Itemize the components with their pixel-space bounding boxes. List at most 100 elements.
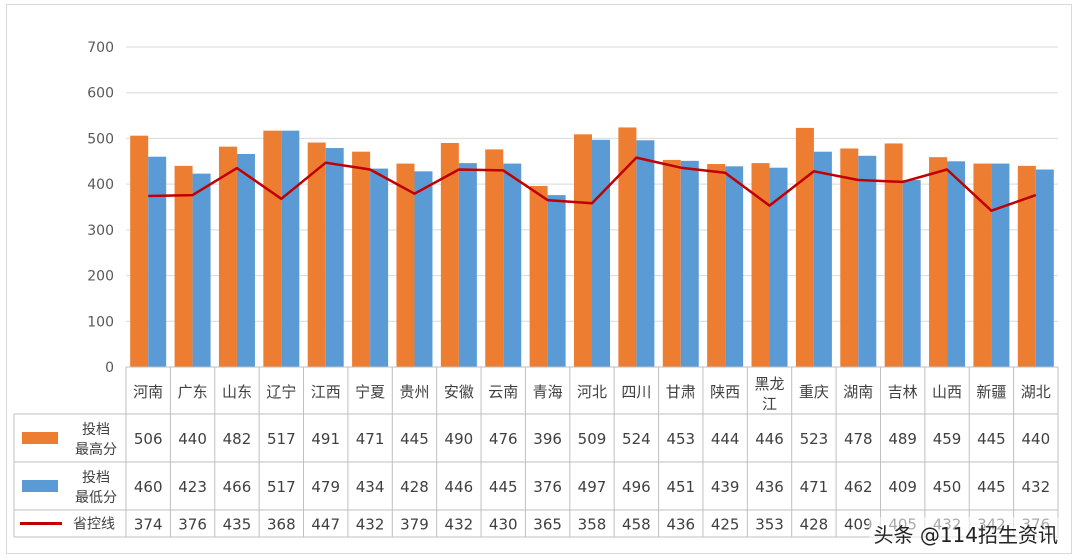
table-cell: 523 [800, 430, 829, 448]
watermark: 头条 @114招生资讯 [869, 517, 1062, 550]
y-tick-label: 200 [87, 269, 114, 285]
table-cell: 466 [223, 478, 252, 496]
bar-max [307, 142, 326, 367]
category-label: 甘肃 [666, 383, 696, 401]
bar-min [547, 195, 566, 367]
bar-min [414, 171, 433, 367]
category-label: 河南 [133, 383, 163, 401]
bar-max [440, 143, 459, 367]
bar-min [1035, 169, 1054, 367]
category-label: 青海 [533, 383, 563, 401]
table-cell: 428 [400, 478, 429, 496]
table-cell: 432 [1021, 478, 1050, 496]
table-cell: 453 [666, 430, 695, 448]
table-cell: 478 [844, 430, 873, 448]
bar-max [707, 164, 726, 367]
category-label: 山西 [932, 383, 962, 401]
bar-max [973, 163, 992, 367]
table-cell: 409 [888, 478, 917, 496]
table-cell: 517 [267, 478, 296, 496]
bar-max [662, 159, 681, 367]
bar-max [485, 149, 504, 367]
table-cell: 445 [977, 430, 1006, 448]
bar-max [263, 130, 282, 367]
legend-label: 省控线 [73, 517, 115, 533]
y-tick-label: 400 [87, 177, 114, 193]
category-label: 山东 [222, 383, 252, 401]
table-cell: 462 [844, 478, 873, 496]
table-cell: 479 [311, 478, 340, 496]
table-cell: 471 [800, 478, 829, 496]
bar-max [574, 134, 592, 367]
table-cell: 434 [356, 478, 385, 496]
table-cell: 436 [755, 478, 784, 496]
y-tick-label: 300 [87, 223, 114, 239]
table-cell: 376 [533, 478, 562, 496]
bar-min [636, 140, 655, 367]
table-cell: 444 [711, 430, 740, 448]
bar-min [769, 167, 788, 367]
bar-min [458, 163, 477, 367]
table-cell: 506 [134, 430, 163, 448]
category-label: 湖北 [1021, 383, 1051, 401]
table-cell: 509 [578, 430, 607, 448]
table-cell: 432 [356, 516, 385, 534]
table-cell: 365 [533, 516, 562, 534]
table-cell: 436 [666, 516, 695, 534]
bar-min [680, 160, 699, 367]
table-cell: 497 [578, 478, 607, 496]
table-cell: 482 [223, 430, 252, 448]
table-cell: 450 [933, 478, 962, 496]
category-label: 四川 [621, 383, 651, 401]
bar-min [192, 173, 211, 367]
bar-max [884, 143, 903, 367]
table-cell: 517 [267, 430, 296, 448]
bar-min [281, 130, 300, 367]
table-cell: 459 [933, 430, 962, 448]
bar-max [396, 163, 415, 367]
bar-max [795, 127, 814, 368]
table-cell: 396 [533, 430, 562, 448]
table-cell: 425 [711, 516, 740, 534]
bar-max [618, 127, 637, 367]
table-cell: 476 [489, 430, 518, 448]
bar-min [325, 148, 344, 367]
legend-label: 投档 [82, 470, 110, 486]
category-label: 江 [762, 395, 777, 413]
category-label: 云南 [488, 383, 518, 401]
table-cell: 376 [178, 516, 207, 534]
category-label: 重庆 [799, 383, 829, 401]
bar-min [991, 163, 1010, 367]
legend-label: 投档 [82, 422, 110, 438]
bar-min [813, 151, 832, 367]
table-cell: 368 [267, 516, 296, 534]
table-cell: 358 [578, 516, 607, 534]
bar-max [529, 185, 548, 367]
table-cell: 447 [311, 516, 340, 534]
category-label: 河北 [577, 383, 607, 401]
bar-min [902, 180, 921, 367]
table-cell: 490 [445, 430, 474, 448]
table-cell: 489 [888, 430, 917, 448]
category-label: 辽宁 [266, 383, 296, 401]
bar-min [858, 155, 877, 367]
bar-min [148, 156, 167, 367]
table-cell: 423 [178, 478, 207, 496]
category-label: 贵州 [399, 383, 429, 401]
table-cell: 432 [445, 516, 474, 534]
table-cell: 445 [977, 478, 1006, 496]
table-cell: 471 [356, 430, 385, 448]
bar-max [1017, 165, 1036, 367]
table-cell: 439 [711, 478, 740, 496]
y-tick-label: 500 [87, 131, 114, 147]
table-cell: 460 [134, 478, 163, 496]
category-label: 吉林 [888, 383, 918, 401]
legend-key-min [22, 480, 58, 492]
bar-min [725, 166, 744, 367]
bar-min [503, 163, 522, 367]
bar-max [130, 135, 149, 367]
table-cell: 430 [489, 516, 518, 534]
bar-max [840, 148, 859, 367]
bar-max [751, 163, 770, 367]
